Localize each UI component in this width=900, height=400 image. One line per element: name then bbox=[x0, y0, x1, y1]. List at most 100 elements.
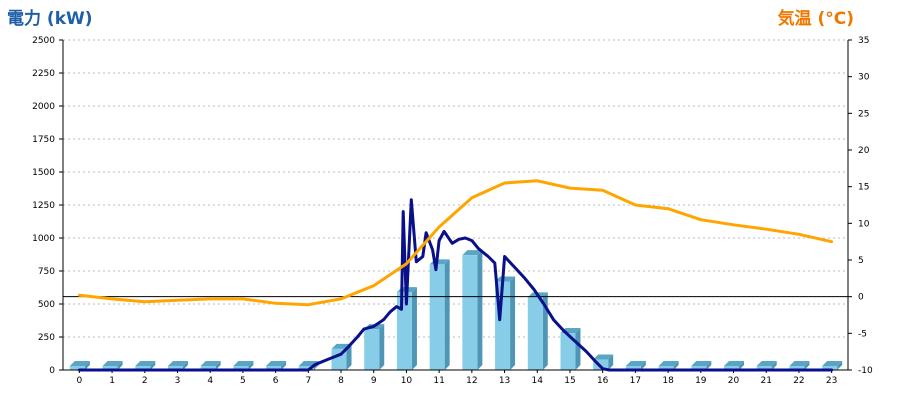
x-tick-label: 15 bbox=[564, 376, 575, 386]
bar-top-face bbox=[658, 361, 679, 366]
bar-front-face bbox=[429, 264, 445, 370]
bar-front-face bbox=[69, 366, 85, 370]
series-lines bbox=[77, 179, 834, 372]
bar-front-face bbox=[724, 366, 740, 370]
bar-front-face bbox=[298, 366, 314, 370]
bar-side-face bbox=[182, 361, 188, 370]
x-tick-label: 12 bbox=[466, 376, 477, 386]
bar-front-face bbox=[200, 366, 216, 370]
bar-front-face bbox=[167, 366, 183, 370]
power-bar bbox=[462, 250, 483, 370]
right-axis-title: 気温 (°C) bbox=[777, 9, 854, 29]
bar-top-face bbox=[593, 354, 614, 360]
power-bar bbox=[822, 361, 843, 370]
x-tick-label: 5 bbox=[240, 376, 246, 386]
right-tick-label: 5 bbox=[858, 256, 864, 266]
x-tick-label: 22 bbox=[793, 376, 804, 386]
bar-top-face bbox=[266, 361, 287, 366]
power-bar bbox=[724, 361, 745, 370]
left-tick-label: 2250 bbox=[32, 69, 55, 79]
bar-side-face bbox=[771, 361, 777, 370]
left-tick-label: 500 bbox=[38, 300, 55, 310]
power-bar bbox=[69, 361, 90, 370]
power-bar bbox=[233, 361, 254, 370]
right-tick-label: 30 bbox=[858, 73, 870, 83]
x-tick-label: 18 bbox=[662, 376, 674, 386]
bar-side-face bbox=[379, 324, 385, 370]
left-axis-title: 電力 (kW) bbox=[7, 9, 93, 29]
right-tick-label: 20 bbox=[858, 146, 870, 156]
left-tick-label: 1250 bbox=[32, 201, 55, 211]
x-tick-label: 17 bbox=[630, 376, 641, 386]
bar-side-face bbox=[444, 259, 450, 370]
bar-top-face bbox=[495, 276, 516, 282]
bar-side-face bbox=[84, 361, 90, 370]
power-bar bbox=[625, 361, 646, 370]
bar-side-face bbox=[706, 361, 712, 370]
power-bar bbox=[429, 259, 450, 370]
bar-top-face bbox=[462, 250, 483, 256]
bar-side-face bbox=[346, 343, 352, 370]
bar-front-face bbox=[691, 366, 707, 370]
bar-side-face bbox=[640, 361, 646, 370]
x-tick-label: 14 bbox=[532, 376, 544, 386]
bar-side-face bbox=[248, 361, 254, 370]
left-tick-label: 250 bbox=[38, 333, 55, 343]
x-tick-label: 23 bbox=[826, 376, 837, 386]
power-bar bbox=[691, 361, 712, 370]
axes bbox=[59, 39, 852, 373]
power-line bbox=[77, 198, 834, 372]
x-tick-label: 4 bbox=[207, 376, 213, 386]
left-tick-label: 2000 bbox=[32, 102, 55, 112]
bar-top-face bbox=[233, 361, 254, 366]
temperature-line bbox=[77, 179, 834, 307]
left-tick-label: 1000 bbox=[32, 234, 55, 244]
power-bar bbox=[200, 361, 221, 370]
gridlines bbox=[63, 39, 848, 338]
bar-top-face bbox=[756, 361, 777, 366]
left-tick-label: 2500 bbox=[32, 36, 55, 46]
right-tick-label: -5 bbox=[858, 329, 867, 339]
bar-front-face bbox=[625, 366, 641, 370]
right-tick-label: 35 bbox=[858, 36, 869, 46]
x-tick-label: 6 bbox=[273, 376, 279, 386]
power-bar bbox=[560, 328, 581, 370]
bar-side-face bbox=[804, 361, 810, 370]
power-bar bbox=[364, 324, 385, 370]
bar-front-face bbox=[527, 297, 543, 370]
right-tick-label: 10 bbox=[858, 219, 870, 229]
right-tick-label: -10 bbox=[858, 366, 873, 376]
bar-top-face bbox=[822, 361, 843, 366]
bar-front-face bbox=[233, 366, 249, 370]
power-bars bbox=[69, 250, 843, 370]
bar-top-face bbox=[691, 361, 712, 366]
power-bar bbox=[135, 361, 156, 370]
bar-top-face bbox=[102, 361, 123, 366]
left-tick-label: 0 bbox=[49, 366, 55, 376]
power-bar bbox=[102, 361, 123, 370]
bar-front-face bbox=[102, 366, 118, 370]
bar-side-face bbox=[411, 287, 417, 370]
x-tick-label: 8 bbox=[338, 376, 344, 386]
tick-labels: 02505007501000125015001750200022502500-1… bbox=[32, 36, 873, 386]
bar-top-face bbox=[135, 361, 156, 366]
bar-side-face bbox=[117, 361, 123, 370]
x-tick-label: 13 bbox=[499, 376, 510, 386]
power-bar bbox=[527, 292, 548, 370]
bar-side-face bbox=[673, 361, 679, 370]
bar-front-face bbox=[135, 366, 151, 370]
right-tick-label: 15 bbox=[858, 183, 869, 193]
right-tick-label: 25 bbox=[858, 109, 869, 119]
bar-side-face bbox=[150, 361, 156, 370]
bar-top-face bbox=[167, 361, 188, 366]
x-tick-label: 2 bbox=[142, 376, 148, 386]
bar-side-face bbox=[215, 361, 221, 370]
bar-top-face bbox=[724, 361, 745, 366]
x-tick-label: 16 bbox=[597, 376, 609, 386]
bar-front-face bbox=[789, 366, 805, 370]
x-tick-label: 21 bbox=[761, 376, 772, 386]
x-tick-label: 1 bbox=[109, 376, 115, 386]
x-tick-label: 20 bbox=[728, 376, 740, 386]
bar-side-face bbox=[608, 354, 614, 370]
